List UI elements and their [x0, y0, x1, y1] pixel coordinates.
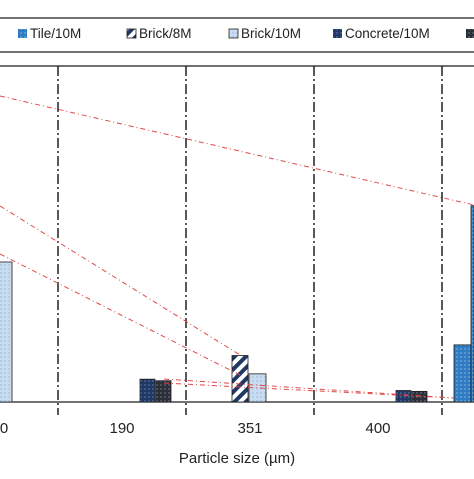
bar-tile-10m-partial-right — [453, 344, 472, 403]
bar-tile-10m-partial-right — [470, 205, 474, 403]
bar-brick-10m-0 — [0, 261, 13, 403]
connector-line — [0, 95, 474, 206]
legend-swatch-concrete-10m — [333, 29, 342, 38]
legend-label-brick-8m: Brick/8M — [139, 26, 192, 41]
connector-line — [163, 382, 455, 399]
connector-line — [0, 253, 241, 376]
legend: Tile/10M Brick/8M Brick/10M Concrete/10M — [0, 17, 474, 53]
legend-label-tile-10m: Tile/10M — [30, 26, 81, 41]
bar-brick-8m-351 — [231, 355, 249, 403]
x-tick-label: 351 — [237, 420, 262, 437]
legend-swatch-cropped-series — [466, 29, 474, 38]
connector-lines — [0, 95, 474, 399]
x-tick-label: 400 — [365, 420, 390, 437]
bar-concrete-10m-190 — [139, 378, 156, 403]
plot-frame — [0, 65, 474, 415]
bar-series-190 — [155, 380, 172, 403]
legend-label-concrete-10m: Concrete/10M — [345, 26, 430, 41]
legend-swatch-tile-10m — [18, 29, 27, 38]
x-axis-title: Particle size (µm) — [179, 450, 295, 467]
legend-swatch-brick-10m — [228, 28, 239, 39]
x-tick-labels: 0 190 351 400 — [0, 420, 391, 437]
x-tick-label: 190 — [109, 420, 134, 437]
connector-line — [163, 378, 455, 399]
bar-brick-10m-351 — [248, 373, 267, 403]
x-tick-label: 0 — [0, 420, 8, 437]
legend-swatch-brick-8m — [126, 28, 137, 39]
bar-concrete-10m-400 — [395, 390, 412, 403]
legend-label-brick-10m: Brick/10M — [241, 26, 301, 41]
